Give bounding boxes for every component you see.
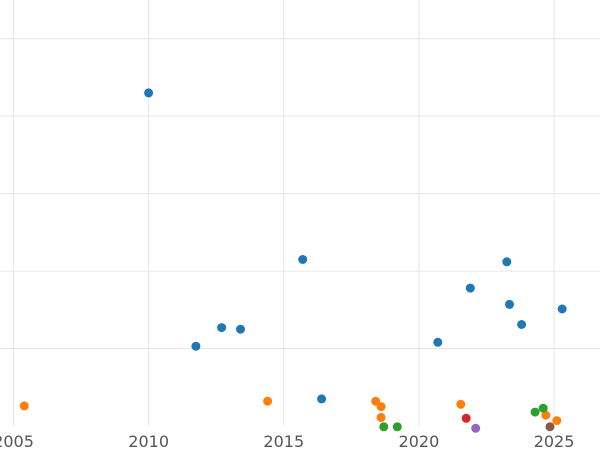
grid-layer <box>0 0 600 426</box>
data-point <box>461 413 471 423</box>
data-point <box>471 423 481 433</box>
data-point <box>552 416 562 426</box>
x-tick-label: 2015 <box>263 432 304 450</box>
data-point <box>502 257 512 267</box>
data-point <box>191 341 201 351</box>
data-point <box>545 422 555 432</box>
x-tick-label: 2020 <box>399 432 440 450</box>
data-point <box>379 422 389 432</box>
data-point <box>144 88 154 98</box>
data-point <box>376 402 386 412</box>
data-point <box>538 403 548 413</box>
x-axis: 2005 2010 2015 2020 2025 <box>0 432 574 450</box>
x-tick-label: 2010 <box>128 432 169 450</box>
data-point <box>433 337 443 347</box>
data-point <box>298 255 308 264</box>
data-point <box>217 323 227 333</box>
data-point <box>557 304 567 314</box>
data-point <box>19 401 29 411</box>
data-point <box>541 410 551 420</box>
data-point <box>376 413 386 422</box>
x-tick-label: 2025 <box>534 432 575 450</box>
data-point <box>505 299 514 309</box>
x-tick-label: 2005 <box>0 432 34 450</box>
data-point <box>517 320 527 329</box>
data-point <box>530 407 540 417</box>
data-point <box>236 324 245 334</box>
data-point <box>456 399 466 409</box>
data-point <box>317 394 327 404</box>
data-point <box>392 422 402 432</box>
data-point <box>263 396 273 406</box>
data-point <box>465 283 475 293</box>
points-layer <box>19 88 567 433</box>
